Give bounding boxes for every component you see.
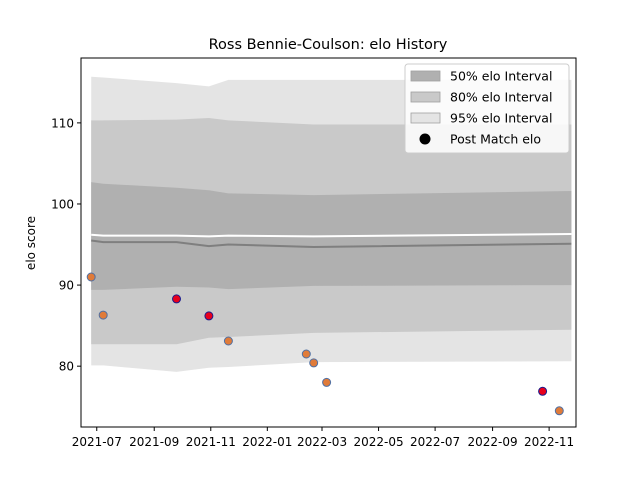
data-point-8 — [322, 377, 332, 387]
legend-label-band80: 80% elo Interval — [450, 90, 552, 105]
x-tick-label-2021-11: 2021-11 — [186, 435, 236, 449]
x-tick-label-2022-03: 2022-03 — [297, 435, 347, 449]
data-point-3 — [172, 294, 181, 304]
legend-swatch-band95 — [410, 112, 441, 124]
data-point-1 — [86, 272, 96, 282]
data-point-6 — [301, 349, 311, 359]
legend-label-points: Post Match elo — [450, 132, 541, 147]
x-tick-label-2022-09: 2022-09 — [468, 435, 518, 449]
data-point-7 — [309, 358, 319, 368]
x-tick-label-2022-05: 2022-05 — [353, 435, 403, 449]
data-point-4 — [204, 311, 214, 321]
median-line — [91, 233, 572, 238]
legend-swatch-band50 — [410, 70, 441, 82]
y-tick-label-80: 80 — [59, 360, 74, 374]
chart-title: Ross Bennie-Coulson: elo History — [209, 37, 448, 53]
data-point-5 — [223, 336, 233, 346]
legend-marker-points — [419, 133, 431, 145]
axes-frame — [80, 57, 577, 428]
y-axis-label: elo score — [24, 216, 38, 270]
legend: 50% elo Interval 80% elo Interval 95% elo … — [404, 63, 570, 154]
data-point-2 — [98, 310, 108, 320]
x-tick-label-2022-07: 2022-07 — [410, 435, 460, 449]
mean-line — [91, 239, 572, 249]
legend-box — [404, 63, 570, 154]
data-point-10 — [554, 406, 564, 416]
y-tick-label-100: 100 — [51, 197, 74, 211]
x-tick-label-2022-11: 2022-11 — [524, 435, 574, 449]
data-point-9 — [538, 386, 548, 396]
x-tick-label-2021-07: 2021-07 — [72, 435, 122, 449]
y-tick-label-110: 110 — [51, 116, 74, 130]
y-tick-label-90: 90 — [59, 279, 74, 293]
legend-swatch-band80 — [410, 91, 441, 103]
x-tick-label-2022-01: 2022-01 — [242, 435, 292, 449]
x-tick-label-2021-09: 2021-09 — [129, 435, 179, 449]
legend-label-band95: 95% elo Interval — [450, 111, 552, 126]
legend-label-band50: 50% elo Interval — [450, 69, 552, 84]
